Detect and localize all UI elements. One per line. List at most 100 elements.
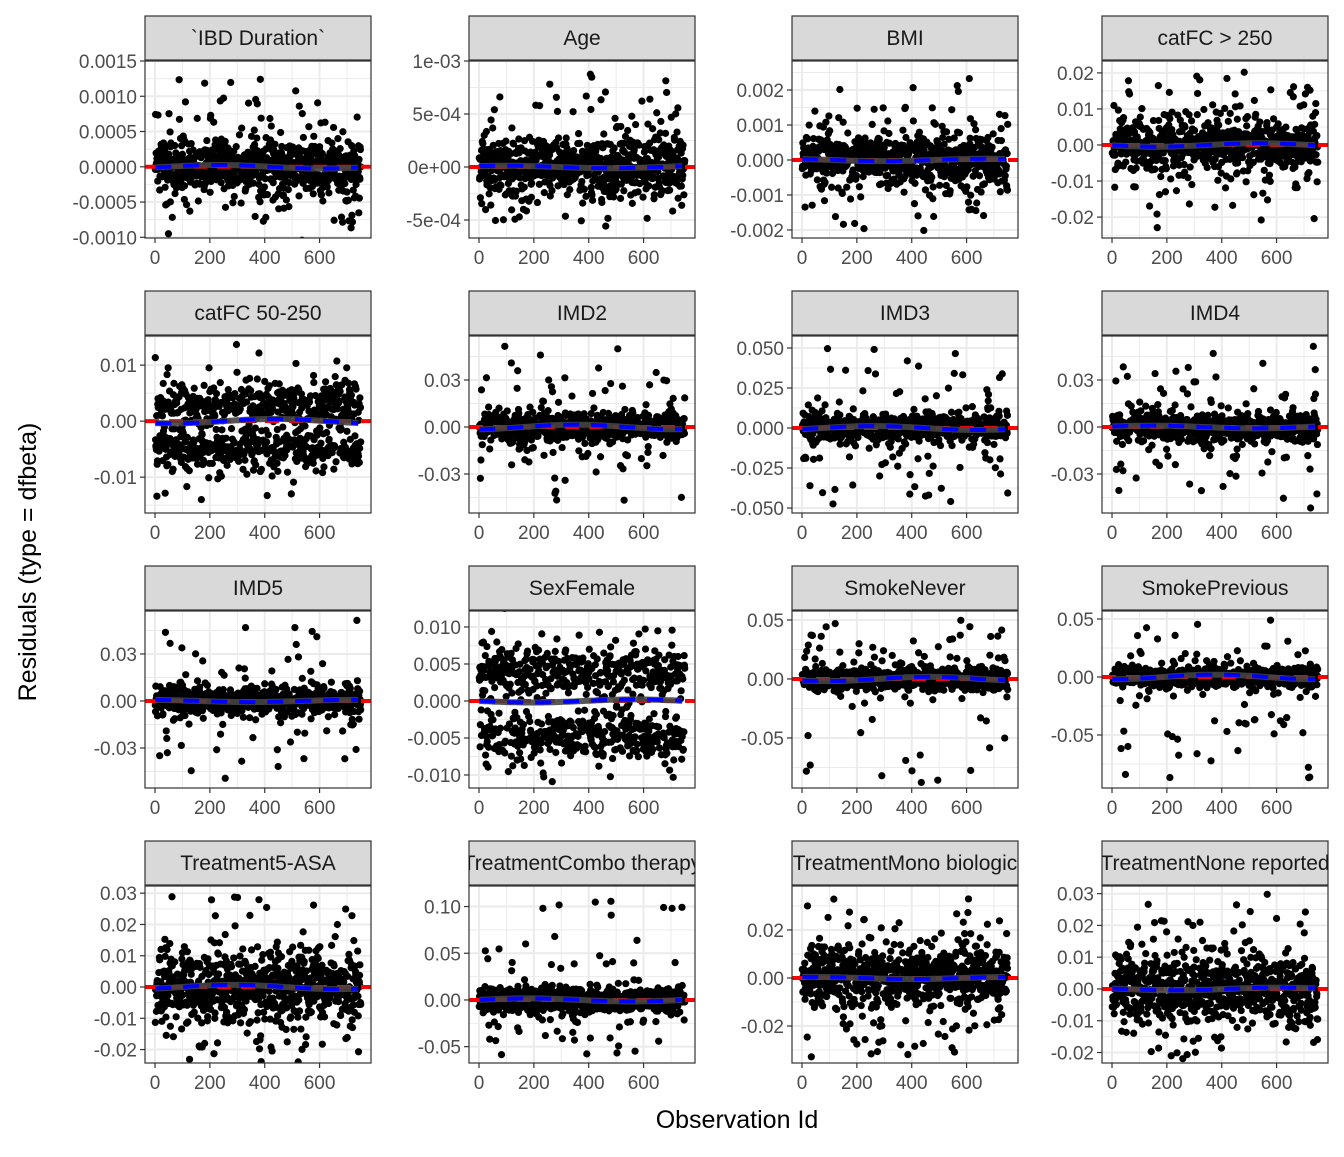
y-tick-label: -0.01 [94, 468, 137, 489]
data-point [165, 364, 172, 371]
data-point [936, 182, 943, 189]
data-point [555, 134, 562, 141]
data-point [357, 404, 364, 411]
data-point [1252, 111, 1259, 118]
data-point [1312, 100, 1319, 107]
y-axis-title: Residuals (type = dfbeta) [14, 423, 42, 702]
data-point [809, 202, 816, 209]
y-tick-label: 0.03 [424, 371, 461, 392]
data-point [980, 212, 987, 219]
data-point [1215, 121, 1222, 128]
data-point [268, 122, 275, 129]
data-point [500, 216, 507, 223]
data-point [310, 379, 317, 386]
data-point [840, 221, 847, 228]
data-point [602, 88, 609, 95]
data-point [169, 214, 176, 221]
data-point [273, 460, 280, 467]
data-point [1267, 86, 1274, 93]
data-point [553, 496, 560, 503]
data-point [821, 197, 828, 204]
x-tick-label: 400 [896, 248, 928, 269]
data-point [1241, 69, 1248, 76]
data-point [228, 425, 235, 432]
data-point [323, 429, 330, 436]
data-point [233, 143, 240, 150]
data-point [1163, 165, 1170, 172]
data-point [678, 494, 685, 501]
data-point [840, 119, 847, 126]
y-tick-label: 0.00 [100, 412, 137, 433]
data-point [1282, 123, 1289, 130]
y-tick-label: 0.0015 [79, 52, 137, 73]
data-point [1157, 173, 1164, 180]
x-tick-label: 600 [304, 523, 336, 544]
data-point [1313, 132, 1320, 139]
data-point [916, 129, 923, 136]
data-point [814, 394, 821, 401]
data-point [673, 128, 680, 135]
data-point [836, 86, 843, 93]
data-point [205, 396, 212, 403]
data-point [920, 227, 927, 234]
data-point [165, 110, 172, 117]
data-point [1209, 101, 1216, 108]
data-point [1259, 190, 1266, 197]
data-point [317, 440, 324, 447]
data-point [1187, 164, 1194, 171]
data-point [1243, 178, 1250, 185]
x-tick-label: 200 [518, 523, 550, 544]
data-point [251, 127, 258, 134]
data-point [295, 192, 302, 199]
data-point [1194, 111, 1201, 118]
data-point [330, 466, 337, 473]
data-point [236, 131, 243, 138]
data-point [666, 187, 673, 194]
data-point [548, 187, 555, 194]
data-point [222, 138, 229, 145]
data-point [258, 466, 265, 473]
data-point [1311, 121, 1318, 128]
data-point [884, 117, 891, 124]
data-point [523, 207, 530, 214]
data-point [194, 115, 201, 122]
data-point [170, 466, 177, 473]
data-point [607, 380, 614, 387]
x-tick-label: 200 [1151, 248, 1183, 269]
data-point [301, 422, 308, 429]
data-point [343, 188, 350, 195]
data-point [288, 490, 295, 497]
data-point [1305, 169, 1312, 176]
data-point [634, 188, 641, 195]
data-point [496, 93, 503, 100]
data-point [283, 196, 290, 203]
data-point [639, 194, 646, 201]
data-point [806, 122, 813, 129]
x-tick-label: 400 [249, 248, 281, 269]
data-point [154, 111, 161, 118]
data-point [489, 124, 496, 131]
data-point [549, 449, 556, 456]
data-point [851, 220, 858, 227]
data-point [976, 172, 983, 179]
data-point [617, 123, 624, 130]
data-point [653, 109, 660, 116]
data-point [337, 145, 344, 152]
data-point [195, 197, 202, 204]
data-point [662, 130, 669, 137]
data-point [929, 104, 936, 111]
data-point [356, 445, 363, 452]
data-point [590, 404, 597, 411]
y-tick-label: -5e-04 [406, 211, 461, 232]
data-point [589, 197, 596, 204]
data-point [593, 468, 600, 475]
data-point [199, 431, 206, 438]
data-point [292, 360, 299, 367]
data-point [257, 76, 264, 83]
data-point [349, 218, 356, 225]
data-point [222, 435, 229, 442]
data-point [956, 129, 963, 136]
data-point [669, 207, 676, 214]
data-point [181, 182, 188, 189]
data-point [252, 424, 259, 431]
